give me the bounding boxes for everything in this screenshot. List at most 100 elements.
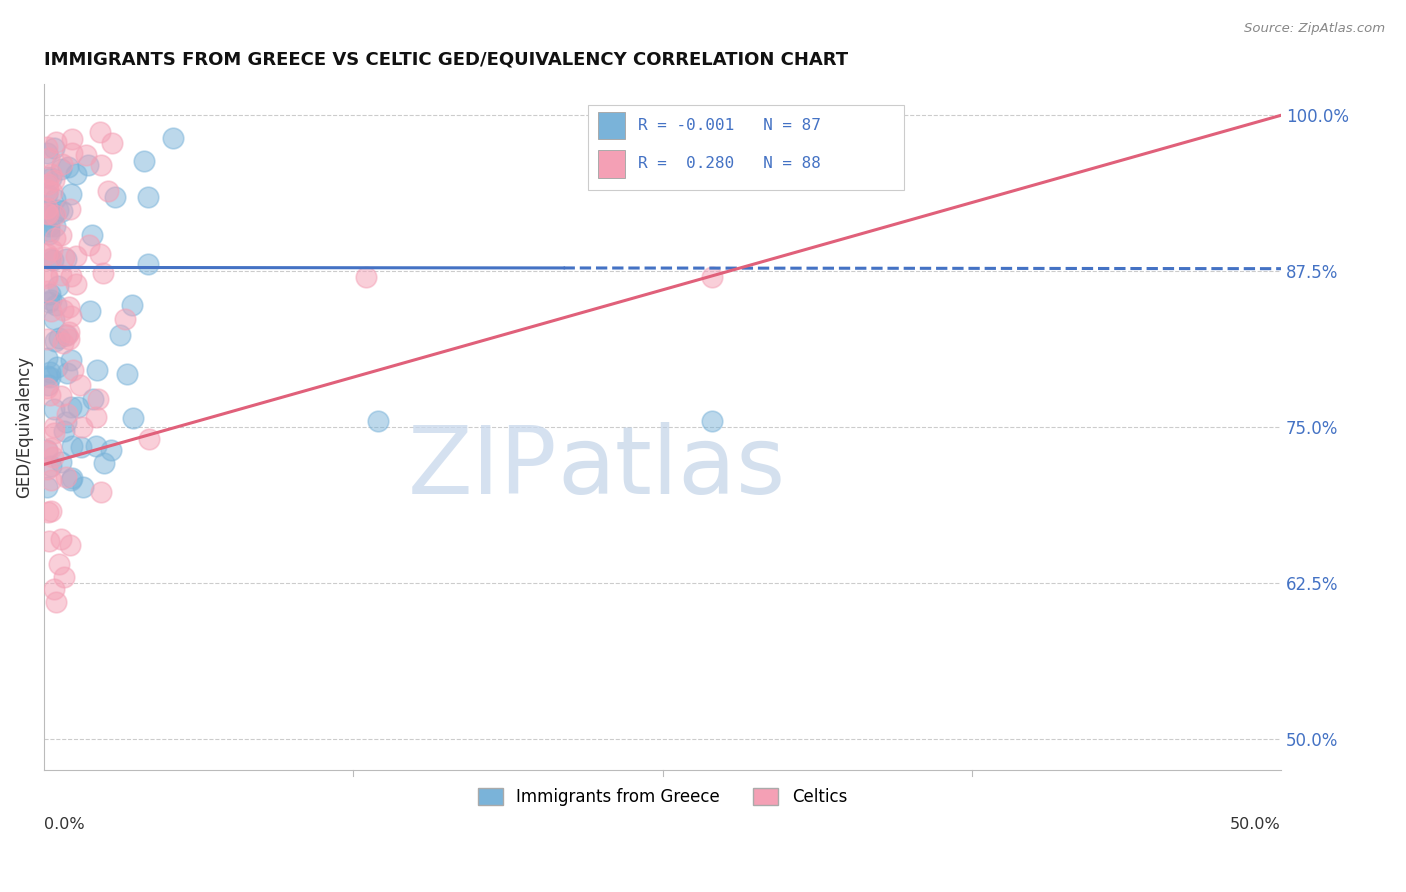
Point xyxy=(42,402,65,417)
Point xyxy=(35,284,58,298)
Text: R =  0.280   N = 88: R = 0.280 N = 88 xyxy=(638,156,821,171)
Point xyxy=(84,410,107,425)
Point xyxy=(70,420,93,434)
Point xyxy=(44,207,66,221)
FancyBboxPatch shape xyxy=(588,104,904,190)
Point xyxy=(60,439,83,453)
Point xyxy=(44,311,66,326)
Point xyxy=(35,206,58,220)
Point xyxy=(65,167,87,181)
Point xyxy=(51,157,73,171)
Point xyxy=(38,151,60,165)
Point xyxy=(82,228,104,243)
Point xyxy=(42,253,65,268)
Point xyxy=(39,503,62,517)
Point xyxy=(45,135,67,149)
Point xyxy=(56,327,79,342)
Point xyxy=(89,247,111,261)
Point xyxy=(53,424,76,438)
Point xyxy=(38,294,60,309)
Point xyxy=(77,158,100,172)
Text: ZIP: ZIP xyxy=(408,422,557,514)
Point xyxy=(60,471,83,485)
Point xyxy=(49,268,72,283)
Point xyxy=(91,266,114,280)
Point xyxy=(52,303,75,318)
Point xyxy=(44,219,66,233)
Point xyxy=(39,459,62,474)
Point xyxy=(38,534,60,549)
Point xyxy=(55,469,77,483)
Point xyxy=(37,377,59,392)
Point xyxy=(39,370,62,384)
Point xyxy=(35,480,58,494)
Point xyxy=(59,473,82,487)
Point xyxy=(117,368,139,382)
Point xyxy=(48,558,70,572)
Point xyxy=(60,146,83,161)
Point xyxy=(89,125,111,139)
Point xyxy=(39,388,62,402)
Point xyxy=(93,456,115,470)
Point xyxy=(67,400,90,414)
Point xyxy=(104,190,127,204)
Point xyxy=(55,252,77,266)
Point xyxy=(35,462,58,476)
Point xyxy=(35,140,58,154)
Point xyxy=(55,415,77,429)
Point xyxy=(51,203,73,218)
Point xyxy=(44,192,66,206)
Point xyxy=(38,219,60,233)
Point xyxy=(44,208,66,222)
Point xyxy=(162,131,184,145)
Point xyxy=(41,473,63,487)
Point xyxy=(62,363,84,377)
Point xyxy=(60,352,83,367)
Point xyxy=(136,190,159,204)
Point xyxy=(55,327,77,342)
Point xyxy=(39,303,62,318)
Point xyxy=(35,186,58,201)
Point xyxy=(35,201,58,215)
Point xyxy=(138,432,160,446)
Point xyxy=(49,389,72,403)
Point xyxy=(134,154,156,169)
Point xyxy=(97,184,120,198)
Text: IMMIGRANTS FROM GREECE VS CELTIC GED/EQUIVALENCY CORRELATION CHART: IMMIGRANTS FROM GREECE VS CELTIC GED/EQU… xyxy=(44,51,848,69)
Point xyxy=(101,136,124,151)
Point xyxy=(51,228,73,243)
Point xyxy=(37,177,59,191)
Point xyxy=(39,252,62,266)
Point xyxy=(39,293,62,308)
Point xyxy=(35,170,58,185)
Point xyxy=(58,300,80,314)
Point xyxy=(42,450,65,464)
Point xyxy=(60,400,83,414)
Point xyxy=(46,203,69,218)
Point xyxy=(58,325,80,339)
Point xyxy=(60,132,83,146)
Point xyxy=(44,420,66,434)
Y-axis label: GED/Equivalency: GED/Equivalency xyxy=(15,356,32,498)
Point xyxy=(41,243,63,257)
Point xyxy=(90,157,112,171)
Point xyxy=(38,252,60,267)
Point xyxy=(51,454,73,468)
Legend: Immigrants from Greece, Celtics: Immigrants from Greece, Celtics xyxy=(471,781,853,813)
Point xyxy=(39,171,62,186)
Point xyxy=(35,146,58,161)
Point xyxy=(46,360,69,375)
Point xyxy=(114,312,136,326)
Text: atlas: atlas xyxy=(557,422,786,514)
Point xyxy=(37,505,59,519)
Point xyxy=(700,270,723,285)
Point xyxy=(49,161,72,176)
Point xyxy=(35,332,58,346)
Point xyxy=(35,443,58,458)
Point xyxy=(52,569,75,583)
Point xyxy=(42,141,65,155)
Point xyxy=(41,185,63,199)
Text: R = -0.001   N = 87: R = -0.001 N = 87 xyxy=(638,118,821,133)
Point xyxy=(46,279,69,293)
Point xyxy=(35,203,58,218)
